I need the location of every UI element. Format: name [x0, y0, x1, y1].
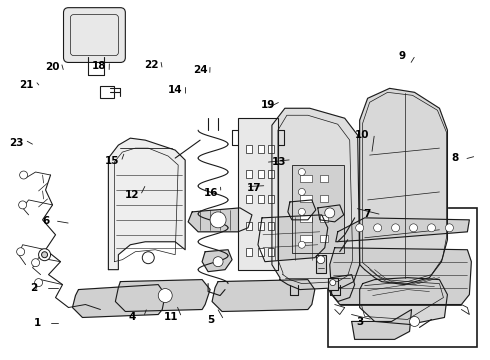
Text: 8: 8: [451, 153, 459, 163]
Circle shape: [32, 259, 40, 267]
Text: 14: 14: [168, 85, 183, 95]
Bar: [246, 195, 252, 203]
Bar: [328, 278, 338, 289]
Circle shape: [19, 201, 26, 209]
Text: 19: 19: [261, 100, 276, 110]
Circle shape: [410, 316, 419, 327]
Bar: [328, 208, 477, 347]
Circle shape: [374, 224, 382, 232]
Circle shape: [42, 252, 48, 258]
Bar: [320, 195, 328, 202]
Circle shape: [298, 241, 305, 248]
Bar: [246, 248, 252, 256]
Text: 15: 15: [105, 156, 120, 166]
Text: 18: 18: [92, 61, 107, 71]
Polygon shape: [73, 285, 165, 318]
Text: 3: 3: [356, 317, 364, 327]
Text: 2: 2: [30, 283, 38, 293]
Bar: [246, 145, 252, 153]
Bar: [268, 222, 274, 230]
Text: 6: 6: [42, 216, 49, 226]
Text: 9: 9: [399, 51, 406, 61]
Bar: [100, 86, 114, 98]
Bar: [320, 215, 328, 222]
Circle shape: [20, 171, 27, 179]
Polygon shape: [258, 215, 328, 262]
Text: 11: 11: [164, 312, 178, 322]
Text: 12: 12: [124, 190, 139, 200]
Circle shape: [298, 208, 305, 215]
Text: 20: 20: [45, 62, 59, 72]
FancyBboxPatch shape: [64, 8, 125, 62]
Bar: [258, 222, 264, 230]
Circle shape: [356, 224, 364, 232]
Bar: [268, 248, 274, 256]
Circle shape: [35, 279, 43, 287]
Bar: [300, 195, 312, 202]
Circle shape: [142, 252, 154, 264]
Text: 10: 10: [355, 130, 369, 140]
Bar: [300, 235, 312, 242]
Circle shape: [325, 208, 335, 218]
Text: 4: 4: [129, 312, 136, 322]
Polygon shape: [330, 275, 355, 302]
Bar: [300, 175, 312, 182]
Circle shape: [210, 212, 226, 228]
Circle shape: [427, 224, 436, 232]
Polygon shape: [336, 218, 469, 242]
Polygon shape: [202, 250, 232, 272]
Circle shape: [317, 256, 325, 264]
Circle shape: [298, 168, 305, 176]
Bar: [300, 215, 312, 222]
Bar: [246, 222, 252, 230]
Text: 17: 17: [246, 183, 261, 193]
Polygon shape: [318, 205, 343, 222]
Bar: [320, 175, 328, 182]
Bar: [238, 118, 278, 270]
Polygon shape: [188, 208, 252, 232]
Polygon shape: [212, 280, 315, 311]
Polygon shape: [352, 310, 412, 339]
Polygon shape: [272, 108, 360, 289]
Circle shape: [213, 257, 223, 267]
Text: 13: 13: [272, 157, 287, 167]
Text: 23: 23: [9, 139, 24, 148]
Text: 1: 1: [34, 319, 41, 328]
Bar: [258, 170, 264, 178]
Circle shape: [392, 224, 399, 232]
Circle shape: [330, 280, 336, 285]
Text: 5: 5: [207, 315, 215, 325]
Bar: [292, 165, 343, 253]
Text: 24: 24: [193, 64, 207, 75]
Circle shape: [17, 248, 24, 256]
Bar: [246, 170, 252, 178]
Circle shape: [158, 289, 172, 302]
Bar: [320, 235, 328, 242]
Bar: [258, 145, 264, 153]
Bar: [268, 170, 274, 178]
Circle shape: [445, 224, 453, 232]
Circle shape: [410, 224, 417, 232]
Polygon shape: [360, 278, 447, 324]
Circle shape: [39, 249, 50, 261]
Text: 7: 7: [364, 209, 371, 219]
Circle shape: [298, 189, 305, 195]
Text: 22: 22: [144, 59, 158, 69]
Polygon shape: [115, 280, 210, 311]
Polygon shape: [108, 138, 185, 270]
Polygon shape: [330, 248, 471, 305]
Polygon shape: [360, 88, 447, 285]
Text: 21: 21: [19, 80, 33, 90]
Bar: [268, 145, 274, 153]
Text: 16: 16: [203, 188, 218, 198]
Bar: [258, 195, 264, 203]
Bar: [268, 195, 274, 203]
Polygon shape: [288, 200, 316, 220]
Bar: [258, 248, 264, 256]
Bar: [316, 255, 326, 273]
